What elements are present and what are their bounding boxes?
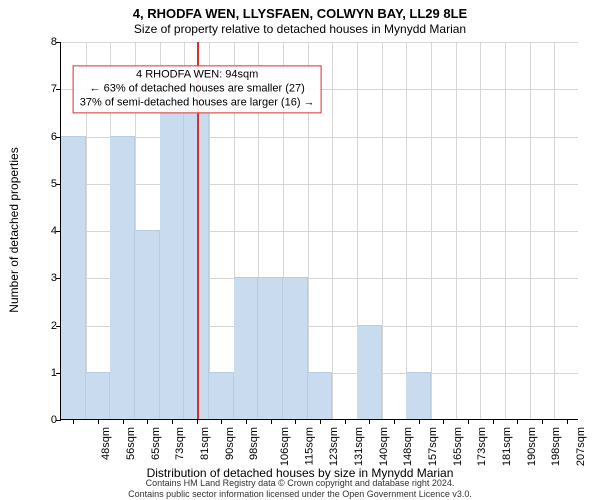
x-tick-mark xyxy=(98,419,99,424)
x-tick-label: 98sqm xyxy=(248,427,260,460)
gridline-vertical xyxy=(431,42,432,419)
histogram-bar xyxy=(86,372,111,419)
histogram-bar xyxy=(110,136,135,420)
x-tick-label: 81sqm xyxy=(199,427,211,460)
histogram-bar xyxy=(258,277,283,419)
gridline-vertical xyxy=(505,42,506,419)
x-tick-mark xyxy=(394,419,395,424)
x-tick-mark xyxy=(320,419,321,424)
footer-line-1: Contains HM Land Registry data © Crown c… xyxy=(0,478,600,489)
histogram-bar xyxy=(61,136,86,420)
histogram-bar xyxy=(209,372,234,419)
y-tick-label: 2 xyxy=(37,320,57,332)
x-tick-label: 207sqm xyxy=(575,427,587,466)
x-tick-mark xyxy=(295,419,296,424)
chart-title-primary: 4, RHODFA WEN, LLYSFAEN, COLWYN BAY, LL2… xyxy=(0,6,600,21)
x-tick-label: 173sqm xyxy=(476,427,488,466)
plot-area: 48sqm56sqm65sqm73sqm81sqm90sqm98sqm106sq… xyxy=(60,42,578,420)
gridline-horizontal xyxy=(61,137,578,138)
y-tick-label: 3 xyxy=(37,272,57,284)
y-tick-label: 8 xyxy=(37,36,57,48)
gridline-horizontal xyxy=(61,184,578,185)
annotation-line: 37% of semi-detached houses are larger (… xyxy=(80,96,315,110)
x-tick-label: 140sqm xyxy=(378,427,390,466)
histogram-bar xyxy=(160,88,185,419)
histogram-bar xyxy=(406,372,431,419)
x-tick-mark xyxy=(443,419,444,424)
x-tick-mark xyxy=(147,419,148,424)
y-tick-label: 4 xyxy=(37,225,57,237)
x-tick-mark xyxy=(468,419,469,424)
annotation-line: 4 RHODFA WEN: 94sqm xyxy=(80,69,315,83)
x-tick-mark xyxy=(517,419,518,424)
x-tick-mark xyxy=(221,419,222,424)
x-tick-label: 65sqm xyxy=(150,427,162,460)
footer-line-2: Contains public sector information licen… xyxy=(0,489,600,500)
x-tick-label: 198sqm xyxy=(550,427,562,466)
gridline-vertical xyxy=(332,42,333,419)
y-tick-label: 5 xyxy=(37,178,57,190)
x-tick-label: 157sqm xyxy=(427,427,439,466)
gridline-vertical xyxy=(554,42,555,419)
x-tick-mark xyxy=(271,419,272,424)
gridline-vertical xyxy=(480,42,481,419)
annotation-line: ← 63% of detached houses are smaller (27… xyxy=(80,82,315,96)
y-tick-label: 6 xyxy=(37,131,57,143)
x-tick-mark xyxy=(493,419,494,424)
x-tick-mark xyxy=(246,419,247,424)
x-tick-mark xyxy=(123,419,124,424)
x-tick-label: 73sqm xyxy=(174,427,186,460)
y-tick-label: 7 xyxy=(37,83,57,95)
x-tick-mark xyxy=(542,419,543,424)
x-tick-label: 165sqm xyxy=(452,427,464,466)
gridline-vertical xyxy=(382,42,383,419)
x-tick-mark xyxy=(567,419,568,424)
x-tick-label: 131sqm xyxy=(353,427,365,466)
x-tick-mark xyxy=(73,419,74,424)
gridline-horizontal xyxy=(61,42,578,43)
x-tick-label: 106sqm xyxy=(279,427,291,466)
x-tick-label: 56sqm xyxy=(125,427,137,460)
chart-container: 4, RHODFA WEN, LLYSFAEN, COLWYN BAY, LL2… xyxy=(0,0,600,500)
x-tick-mark xyxy=(369,419,370,424)
x-tick-label: 148sqm xyxy=(402,427,414,466)
x-tick-label: 123sqm xyxy=(328,427,340,466)
histogram-bar xyxy=(135,230,160,419)
x-tick-mark xyxy=(345,419,346,424)
gridline-vertical xyxy=(456,42,457,419)
x-tick-label: 181sqm xyxy=(501,427,513,466)
x-tick-label: 48sqm xyxy=(100,427,112,460)
chart-title-secondary: Size of property relative to detached ho… xyxy=(0,22,600,36)
x-tick-label: 115sqm xyxy=(303,427,315,465)
x-tick-mark xyxy=(419,419,420,424)
x-tick-label: 190sqm xyxy=(526,427,538,466)
x-tick-label: 90sqm xyxy=(224,427,236,460)
gridline-vertical xyxy=(406,42,407,419)
y-tick-label: 0 xyxy=(37,414,57,426)
x-tick-mark xyxy=(172,419,173,424)
histogram-bar xyxy=(357,325,382,420)
footer-attribution: Contains HM Land Registry data © Crown c… xyxy=(0,478,600,500)
histogram-bar xyxy=(234,277,259,419)
annotation-box: 4 RHODFA WEN: 94sqm← 63% of detached hou… xyxy=(73,66,322,113)
gridline-vertical xyxy=(530,42,531,419)
y-axis-label: Number of detached properties xyxy=(7,147,21,312)
y-tick-label: 1 xyxy=(37,367,57,379)
histogram-bar xyxy=(283,277,308,419)
x-tick-mark xyxy=(197,419,198,424)
histogram-bar xyxy=(308,372,333,419)
